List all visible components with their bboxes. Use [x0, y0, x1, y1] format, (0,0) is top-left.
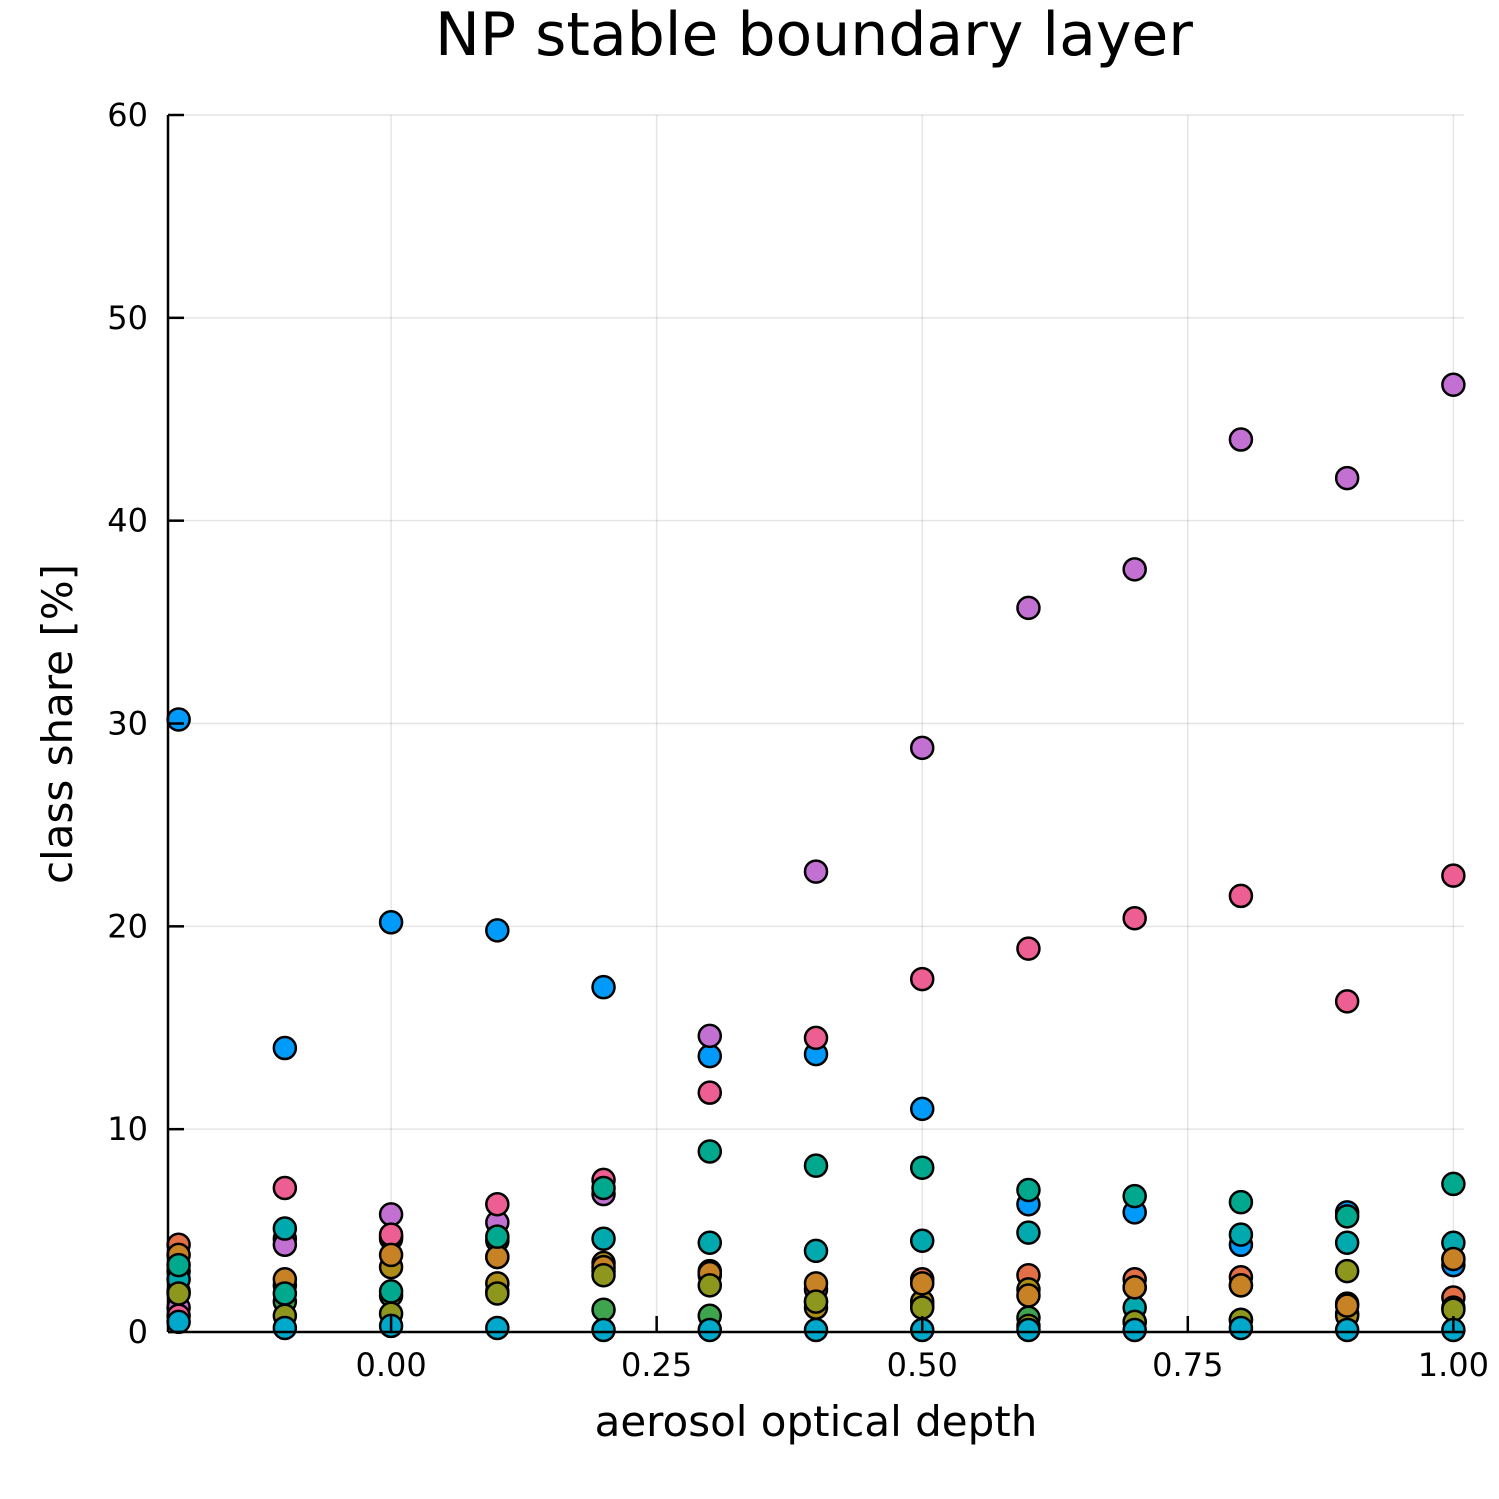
- data-point: [697, 1273, 723, 1298]
- data-point: [1441, 1171, 1466, 1197]
- data-point: [1228, 1189, 1254, 1215]
- data-point: [803, 1025, 829, 1051]
- data-point: [1228, 1273, 1254, 1298]
- data-point: [485, 1191, 510, 1217]
- data-point: [1122, 905, 1147, 931]
- data-point: [909, 966, 935, 992]
- data-point: [485, 1244, 510, 1270]
- data-point: [378, 1242, 404, 1268]
- y-tick-label: 10: [107, 1110, 148, 1148]
- data-point: [1441, 372, 1466, 398]
- data-point: [485, 1315, 510, 1341]
- axes: [166, 113, 1464, 1334]
- data-point: [591, 1226, 616, 1251]
- data-point: [272, 1035, 298, 1061]
- data-point: [1228, 427, 1254, 452]
- data-point: [485, 918, 510, 943]
- data-point: [697, 1139, 723, 1164]
- data-point: [1228, 1315, 1254, 1341]
- y-tick-label: 30: [107, 705, 148, 743]
- data-point: [1334, 1230, 1360, 1256]
- data-point: [1122, 1317, 1147, 1343]
- y-tick-label: 0: [128, 1313, 148, 1351]
- data-point: [1334, 1317, 1360, 1343]
- y-tick-label: 60: [107, 96, 148, 134]
- data-point: [1122, 1275, 1147, 1300]
- grid-lines: [168, 114, 1464, 1333]
- data-point: [1334, 1204, 1360, 1229]
- data-point: [1334, 465, 1360, 491]
- data-point: [697, 1043, 723, 1069]
- data-point: [272, 1281, 298, 1306]
- data-point: [591, 1297, 616, 1322]
- data-point: [909, 1271, 935, 1296]
- data-point: [1334, 989, 1360, 1014]
- data-point: [697, 1230, 723, 1256]
- data-point: [485, 1281, 510, 1306]
- data-point: [803, 1317, 829, 1343]
- data-point: [591, 1262, 616, 1288]
- data-point: [1016, 1283, 1041, 1308]
- data-point: [378, 1202, 404, 1227]
- data-point: [1228, 883, 1254, 909]
- data-point: [909, 735, 935, 761]
- data-point: [909, 1096, 935, 1122]
- data-point: [378, 1222, 404, 1247]
- data-point: [1441, 1246, 1466, 1272]
- data-point: [591, 974, 616, 1000]
- data-point: [697, 1317, 723, 1343]
- data-point: [1016, 1177, 1041, 1203]
- data-point: [272, 1175, 298, 1201]
- data-point: [272, 1216, 298, 1241]
- data-point: [272, 1315, 298, 1341]
- data-point: [909, 1295, 935, 1320]
- data-point: [1334, 1293, 1360, 1318]
- data-point: [485, 1224, 510, 1249]
- x-tick-label: 0.00: [355, 1346, 426, 1384]
- x-tick-label: 0.75: [1152, 1346, 1223, 1384]
- y-tick-label: 40: [107, 502, 148, 540]
- data-point: [166, 1252, 191, 1278]
- y-tick-label: 50: [107, 299, 148, 337]
- y-axis-label: class share [%]: [33, 564, 82, 884]
- data-point: [803, 1289, 829, 1314]
- x-tick-label: 1.00: [1418, 1346, 1489, 1384]
- x-tick-label: 0.25: [621, 1346, 692, 1384]
- data-point: [378, 910, 404, 935]
- data-point: [697, 1023, 723, 1049]
- data-point: [166, 1309, 191, 1335]
- data-point: [803, 859, 829, 884]
- data-point: [1016, 595, 1041, 621]
- data-point: [166, 707, 191, 732]
- data-point: [803, 1238, 829, 1264]
- data-point: [1016, 936, 1041, 961]
- data-point: [1441, 863, 1466, 888]
- data-point: [1228, 1222, 1254, 1247]
- data-point: [1334, 1258, 1360, 1284]
- data-point: [591, 1317, 616, 1343]
- chart-title: NP stable boundary layer: [435, 0, 1193, 70]
- data-point: [697, 1080, 723, 1105]
- data-point: [166, 1281, 191, 1306]
- data-point: [1016, 1317, 1041, 1343]
- data-point: [1122, 557, 1147, 582]
- tick-labels: 0.00 0.25 0.50 0.75 1.00 0 10 20 30 40 50 60: [107, 96, 1489, 1384]
- data-point: [591, 1175, 616, 1201]
- data-point: [909, 1228, 935, 1253]
- data-point: [803, 1153, 829, 1178]
- data-points: [166, 372, 1466, 1343]
- y-tick-label: 20: [107, 907, 148, 945]
- x-axis-label: aerosol optical depth: [595, 1397, 1038, 1446]
- data-point: [1122, 1183, 1147, 1209]
- data-point: [378, 1279, 404, 1304]
- x-tick-label: 0.50: [887, 1346, 958, 1384]
- data-point: [1016, 1220, 1041, 1245]
- data-point: [909, 1155, 935, 1180]
